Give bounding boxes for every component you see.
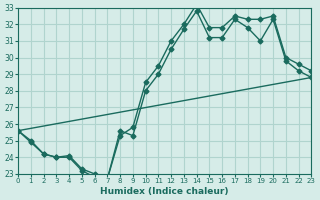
X-axis label: Humidex (Indice chaleur): Humidex (Indice chaleur): [100, 187, 229, 196]
